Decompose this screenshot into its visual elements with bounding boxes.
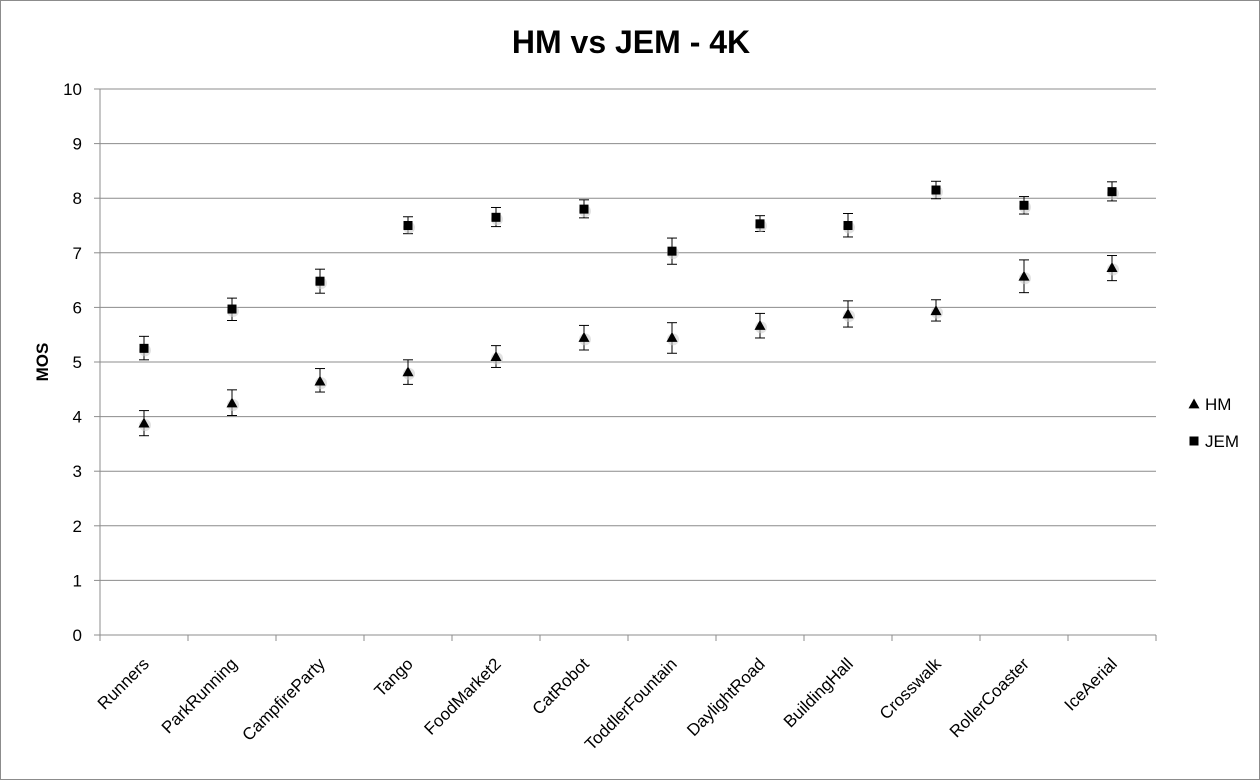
data-point: [1018, 270, 1030, 281]
y-tick-label: 7: [73, 244, 82, 263]
x-tick-label: CatRobot: [529, 654, 593, 718]
data-point: [226, 397, 238, 408]
y-tick-label: 10: [63, 80, 82, 99]
data-point: [579, 204, 589, 214]
data-point: [491, 212, 501, 222]
data-point: [1106, 262, 1118, 272]
data-point: [139, 343, 149, 353]
y-tick-label: 3: [73, 462, 82, 481]
data-point: [403, 221, 413, 230]
data-point: [315, 276, 325, 286]
x-tick-label: CampfireParty: [239, 654, 330, 745]
legend-label-hm: HM: [1205, 395, 1231, 414]
legend-marker-hm: [1188, 398, 1200, 409]
legend: HM JEM: [1188, 395, 1239, 451]
x-tick-label: BuildingHall: [780, 654, 857, 731]
x-tick-label: IceAerial: [1061, 654, 1121, 714]
data-point: [227, 304, 237, 314]
data-point: [1107, 187, 1117, 197]
gridlines: [94, 88, 1157, 641]
data-point: [667, 246, 677, 256]
x-tick-label: RollerCoaster: [946, 654, 1033, 741]
x-tick-label: ToddlerFountain: [581, 654, 681, 754]
chart-title: HM vs JEM - 4K: [512, 24, 750, 60]
legend-label-jem: JEM: [1205, 432, 1239, 451]
y-tick-label: 0: [73, 626, 82, 645]
x-tick-label: Tango: [371, 654, 417, 700]
data-point: [931, 185, 941, 195]
data-point: [138, 417, 150, 428]
data-point: [755, 219, 765, 229]
data-point: [402, 366, 414, 377]
x-tick-label: Runners: [94, 654, 153, 713]
x-tick-label: FoodMarket2: [421, 654, 505, 738]
data-point: [666, 331, 678, 342]
data-point: [314, 375, 326, 386]
x-tick-label: DaylightRoad: [683, 654, 769, 740]
series-jem: [139, 180, 1119, 361]
legend-marker-jem: [1189, 436, 1199, 446]
y-axis-label: MOS: [33, 343, 52, 382]
y-axis-ticks: 0 1 2 3 4 5 6 7 8 9 10: [63, 80, 82, 645]
y-tick-label: 8: [73, 189, 82, 208]
data-point: [754, 319, 766, 330]
y-tick-label: 4: [73, 408, 82, 427]
x-tick-label: ParkRunning: [158, 654, 241, 737]
series-layer: [138, 180, 1119, 437]
data-point: [930, 305, 942, 316]
y-tick-label: 5: [73, 353, 82, 372]
y-tick-label: 1: [73, 571, 82, 590]
x-tick-label: Crosswalk: [876, 654, 945, 723]
data-point: [843, 221, 853, 230]
y-tick-label: 9: [73, 135, 82, 154]
y-tick-label: 2: [73, 517, 82, 536]
data-point: [490, 351, 502, 361]
series-hm: [138, 255, 1119, 437]
data-point: [1019, 200, 1029, 210]
data-point: [578, 331, 590, 342]
y-tick-label: 6: [73, 298, 82, 317]
data-point: [842, 308, 854, 319]
